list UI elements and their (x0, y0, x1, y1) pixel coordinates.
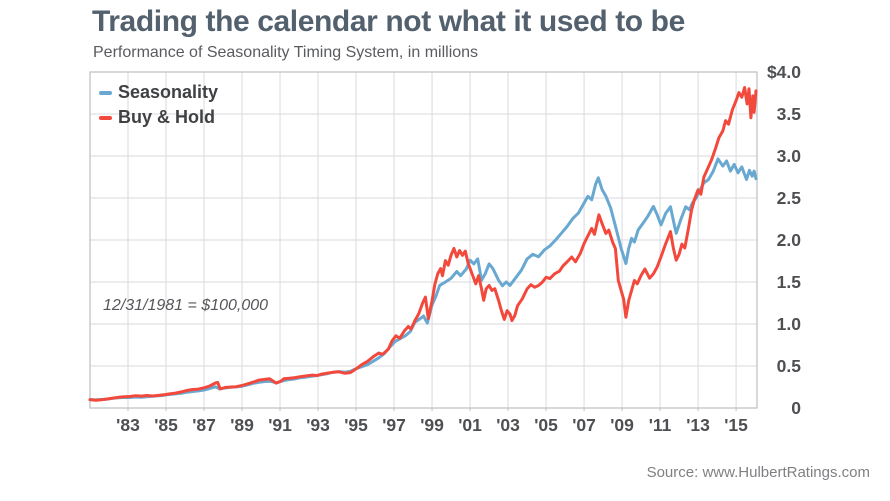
legend-label-buy-hold: Buy & Hold (118, 107, 215, 127)
y-tick-label: 2.5 (777, 188, 802, 208)
x-tick-label: '13 (686, 415, 710, 435)
y-tick-label: 2.0 (777, 230, 802, 250)
x-tick-label: '99 (420, 415, 444, 435)
x-tick-label: '93 (306, 415, 330, 435)
y-tick-label: 1.0 (777, 314, 802, 334)
x-tick-label: '05 (534, 415, 558, 435)
x-tick-label: '91 (268, 415, 292, 435)
legend-item-buy-hold: Buy & Hold (99, 105, 218, 130)
x-tick-label: '85 (154, 415, 178, 435)
x-tick-label: '01 (458, 415, 482, 435)
y-tick-label: $4.0 (767, 62, 801, 82)
legend-label-seasonality: Seasonality (118, 82, 219, 102)
x-tick-label: '15 (724, 415, 748, 435)
x-tick-label: '03 (496, 415, 520, 435)
x-tick-label: '83 (116, 415, 140, 435)
y-tick-label: 3.5 (777, 104, 802, 124)
x-tick-label: '97 (382, 415, 406, 435)
start-value-annotation: 12/31/1981 = $100,000 (103, 297, 269, 314)
buy-hold-swatch-icon (99, 115, 112, 120)
x-tick-label: '09 (610, 415, 634, 435)
x-tick-label: '87 (192, 415, 216, 435)
buy-hold-line (88, 86, 758, 402)
x-tick-label: '11 (649, 415, 672, 435)
plot-border (89, 71, 758, 409)
seasonality-line (88, 157, 758, 402)
x-tick-label: '89 (230, 415, 254, 435)
source-credit: Source: www.HulbertRatings.com (646, 464, 870, 481)
legend-item-seasonality: Seasonality (99, 80, 218, 105)
x-tick-label: '95 (344, 415, 368, 435)
y-tick-label: 0 (791, 398, 801, 418)
y-tick-label: 1.5 (777, 272, 802, 292)
chart-subtitle: Performance of Seasonality Timing System… (93, 44, 479, 61)
y-tick-label: 0.5 (777, 356, 802, 376)
y-tick-label: 3.0 (777, 146, 802, 166)
x-tick-label: '07 (572, 415, 596, 435)
seasonality-swatch-icon (99, 90, 112, 95)
legend: Seasonality Buy & Hold (99, 80, 218, 130)
page-title: Trading the calendar not what it used to… (92, 5, 685, 38)
